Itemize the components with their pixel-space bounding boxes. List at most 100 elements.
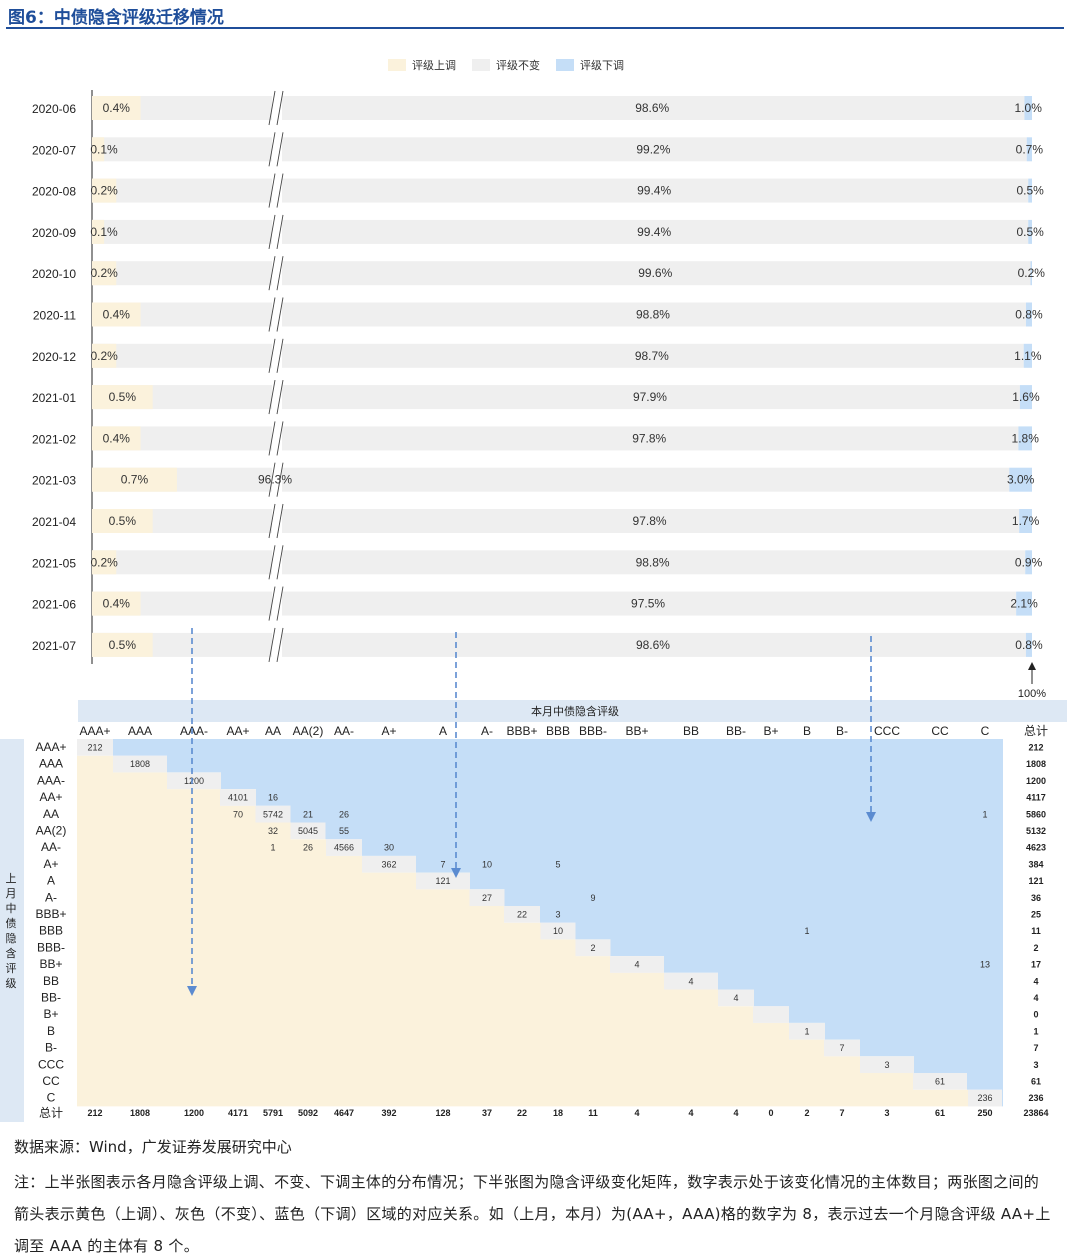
matrix-cell-AA(2)-AA: 32 bbox=[268, 826, 278, 836]
title-rule bbox=[6, 27, 1064, 29]
connector-arrowhead-1 bbox=[451, 868, 461, 878]
bar-up-2021-05 bbox=[92, 550, 117, 575]
matrix-row-header-AA-: AA- bbox=[41, 840, 61, 854]
matrix-col-header-AAA+: AAA+ bbox=[79, 724, 110, 738]
matrix-diagonal-cell-AA bbox=[255, 805, 291, 823]
matrix-cell-CC-CC: 61 bbox=[935, 1077, 945, 1087]
matrix-cell-AA-AA-: 26 bbox=[339, 809, 349, 819]
matrix-diagonal-cell-C bbox=[968, 1089, 1002, 1107]
matrix-col-total-B: 2 bbox=[804, 1108, 809, 1118]
bar-break-mark-a-2020-06 bbox=[268, 90, 276, 126]
bar-down-label-2020-08: 0.5% bbox=[1016, 184, 1044, 198]
bar-same-2020-12 bbox=[92, 343, 1024, 368]
bar-down-2020-06 bbox=[1024, 96, 1032, 120]
matrix-col-total-A-: 37 bbox=[482, 1108, 492, 1118]
bar-category-2020-10: 2020-10 bbox=[32, 267, 76, 281]
matrix-diagonal-cell-AAA bbox=[113, 755, 167, 773]
bar-break-gap-2020-10 bbox=[272, 258, 282, 289]
matrix-diagonal-cell-A- bbox=[469, 889, 505, 906]
bar-break-mark-b-2021-02 bbox=[276, 421, 284, 456]
bar-same-label-2021-01: 97.9% bbox=[633, 390, 667, 404]
bar-up-2020-08 bbox=[92, 178, 117, 203]
bar-down-label-2020-12: 1.1% bbox=[1014, 349, 1042, 363]
matrix-row-total-AAA: 1808 bbox=[1026, 759, 1046, 769]
matrix-row-total-AA(2): 5132 bbox=[1026, 826, 1046, 836]
bar-up-label-2021-02: 0.4% bbox=[103, 431, 131, 445]
matrix-cell-BB-BB: 4 bbox=[688, 976, 693, 986]
matrix-cell-AA--AA-: 4566 bbox=[334, 843, 354, 853]
matrix-cell-BBB+-BBB: 3 bbox=[555, 910, 560, 920]
matrix-col-total-AAA+: 212 bbox=[87, 1108, 102, 1118]
bar-break-mark-b-2020-10 bbox=[276, 256, 284, 291]
matrix-row-total-BB: 4 bbox=[1033, 976, 1038, 986]
matrix-col-header-BBB+: BBB+ bbox=[506, 724, 537, 738]
bar-up-label-2021-06: 0.4% bbox=[103, 597, 131, 611]
matrix-col-total-BBB: 18 bbox=[553, 1108, 563, 1118]
bar-same-label-2020-06: 98.6% bbox=[635, 101, 669, 115]
matrix-diagonal-cell-AAA+ bbox=[77, 739, 113, 756]
matrix-col-header-BB-: BB- bbox=[726, 724, 746, 738]
matrix-row-header-A: A bbox=[47, 874, 55, 888]
matrix-diagonal-cell-AA- bbox=[326, 839, 362, 856]
bar-break-mark-a-2021-01 bbox=[268, 380, 276, 415]
bar-break-gap-2021-02 bbox=[272, 423, 282, 454]
bar-down-label-2021-03: 3.0% bbox=[1007, 473, 1035, 487]
matrix-row-total-A-: 36 bbox=[1031, 893, 1041, 903]
matrix-cell-BBB--BBB-: 2 bbox=[590, 943, 595, 953]
matrix-col-total-B-: 7 bbox=[839, 1108, 844, 1118]
matrix-row-header-C: C bbox=[47, 1091, 56, 1105]
bar-down-2021-05 bbox=[1025, 550, 1032, 575]
legend-swatch-1 bbox=[472, 59, 490, 71]
matrix-col-header-BB: BB bbox=[683, 724, 699, 738]
matrix-diagonal-cell-B+ bbox=[753, 1006, 789, 1023]
bar-down-2020-07 bbox=[1026, 137, 1032, 162]
matrix-row-title-char-4: 隐 bbox=[6, 932, 17, 945]
matrix-row-header-AAA+: AAA+ bbox=[35, 740, 66, 754]
bar-break-mark-b-2021-04 bbox=[276, 503, 284, 539]
matrix-row-title-char-1: 月 bbox=[6, 887, 17, 900]
bar-down-label-2021-01: 1.6% bbox=[1012, 390, 1040, 404]
bar-break-gap-2021-06 bbox=[272, 588, 282, 619]
bar-break-mark-b-2021-01 bbox=[276, 380, 284, 415]
bar-break-mark-a-2020-09 bbox=[268, 214, 276, 249]
matrix-cell-AA+-AA: 16 bbox=[268, 793, 278, 803]
bar-break-gap-2021-05 bbox=[272, 547, 282, 578]
matrix-row-header-B-: B- bbox=[45, 1041, 57, 1055]
rating-migration-chart: 评级上调 评级不变 评级下调 2020-06 0.4% 98.6% 1.0% 2020-07 0… bbox=[0, 58, 1067, 1122]
bar-up-2021-07 bbox=[92, 632, 153, 657]
matrix-cell-AA-AA+: 70 bbox=[233, 809, 243, 819]
matrix-diagonal-cell-CC bbox=[913, 1073, 967, 1090]
bar-up-label-2020-10: 0.2% bbox=[90, 266, 118, 280]
bar-category-2020-12: 2020-12 bbox=[32, 350, 76, 364]
bar-down-label-2021-05: 0.9% bbox=[1015, 555, 1043, 569]
bar-down-2021-03 bbox=[1009, 467, 1032, 492]
matrix-row-total-BBB: 11 bbox=[1031, 926, 1041, 936]
matrix-col-header-AA: AA bbox=[265, 724, 281, 738]
bar-break-mark-b-2020-06 bbox=[276, 90, 284, 126]
bar-break-mark-b-2021-07 bbox=[276, 627, 284, 662]
bar-same-label-2020-08: 99.4% bbox=[637, 184, 671, 198]
matrix-row-title-char-0: 上 bbox=[6, 872, 17, 885]
bar-same-2021-01 bbox=[92, 385, 1020, 410]
bar-down-2021-07 bbox=[1025, 632, 1032, 657]
matrix-col-header-total: 总计 bbox=[1024, 724, 1048, 738]
matrix-diagonal-cell-B- bbox=[824, 1039, 860, 1057]
matrix-row-title-bar bbox=[0, 739, 24, 1122]
bar-same-2021-04 bbox=[92, 509, 1020, 533]
matrix-cell-B--B-: 7 bbox=[839, 1043, 844, 1053]
matrix-row-header-CCC: CCC bbox=[38, 1057, 64, 1071]
matrix-col-header-A+: A+ bbox=[381, 724, 396, 738]
bar-break-mark-b-2021-05 bbox=[276, 545, 284, 580]
axis-end-arrowhead bbox=[1028, 662, 1036, 670]
data-source: 数据来源：Wind，广发证券发展研究中心 bbox=[14, 1138, 292, 1156]
bar-break-mark-a-2021-03 bbox=[268, 462, 276, 497]
matrix-row-total-AA: 5860 bbox=[1026, 809, 1046, 819]
bar-down-2020-09 bbox=[1028, 219, 1032, 244]
matrix-row-total-AAA-: 1200 bbox=[1026, 776, 1046, 786]
bar-down-2021-04 bbox=[1019, 509, 1032, 533]
matrix-cell-A-A: 121 bbox=[435, 876, 450, 886]
bar-same-2021-05 bbox=[92, 550, 1026, 575]
figure-title: 图6：中债隐含评级迁移情况 bbox=[8, 8, 224, 28]
matrix-col-total-BB: 4 bbox=[688, 1108, 693, 1118]
bar-break-mark-a-2020-10 bbox=[268, 256, 276, 291]
